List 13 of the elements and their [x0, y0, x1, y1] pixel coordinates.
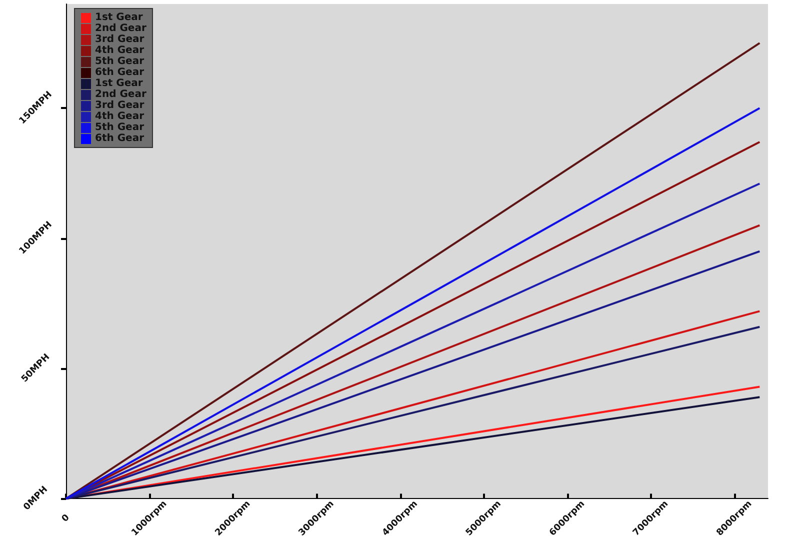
legend-label: 5th Gear — [95, 122, 144, 133]
legend-label: 4th Gear — [95, 45, 144, 56]
legend-label: 2nd Gear — [95, 89, 146, 100]
legend-label: 6th Gear — [95, 67, 144, 78]
legend-label: 3rd Gear — [95, 34, 144, 45]
x-tick-label: 0 — [60, 512, 72, 524]
legend-label: 1st Gear — [95, 78, 143, 89]
legend-label: 2nd Gear — [95, 23, 146, 34]
legend-label: 3rd Gear — [95, 100, 144, 111]
legend-label: 5th Gear — [95, 56, 144, 67]
legend-label: 4th Gear — [95, 111, 144, 122]
legend-label: 1st Gear — [95, 12, 143, 23]
legend-label: 6th Gear — [95, 133, 144, 144]
